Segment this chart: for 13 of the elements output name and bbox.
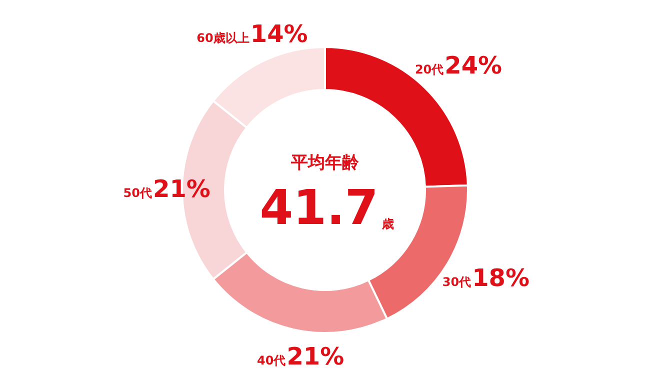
slice-label: 50代 <box>123 186 152 200</box>
slice-label: 30代 <box>442 275 472 290</box>
slice-label: 20代 <box>414 62 444 76</box>
data-label: 24% <box>444 51 502 80</box>
text: 歳 <box>381 217 394 231</box>
text: 41.7 <box>260 180 378 236</box>
slice-label: 60歳以上 <box>196 31 250 46</box>
data-label: 14% <box>250 20 308 48</box>
data-label: 18% <box>472 264 530 292</box>
slice-label: 40代 <box>257 354 286 368</box>
data-label: 21% <box>153 175 210 203</box>
data-label: 21% <box>286 342 344 371</box>
text: 平均年齢 <box>290 153 360 173</box>
